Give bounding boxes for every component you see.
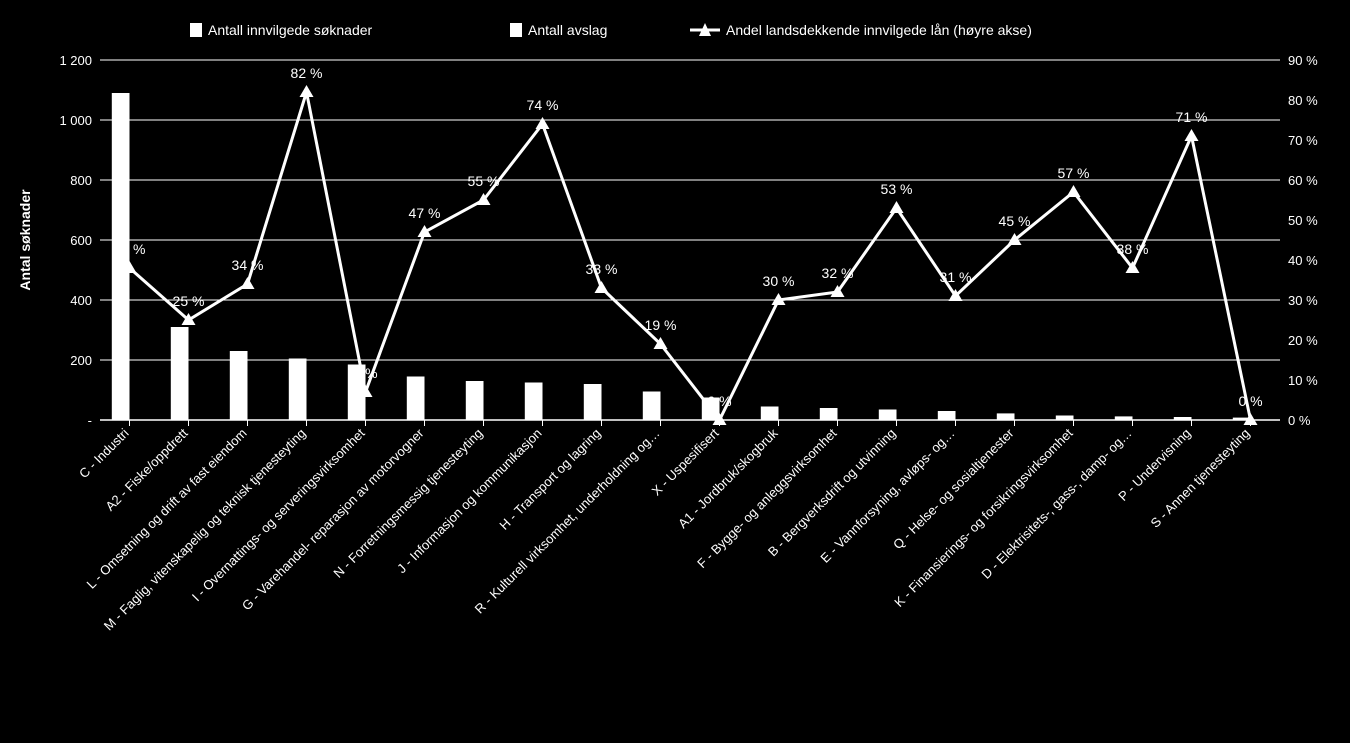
legend-label: Antall innvilgede søknader bbox=[208, 22, 373, 38]
data-label: 34 % bbox=[232, 257, 264, 273]
y-right-tick: 10 % bbox=[1288, 373, 1318, 388]
legend-label: Andel landsdekkende innvilgede lån (høyr… bbox=[726, 22, 1032, 38]
data-label: 30 % bbox=[763, 273, 795, 289]
bar-innvilgede bbox=[643, 392, 661, 421]
data-label: 82 % bbox=[291, 65, 323, 81]
y-right-tick: 0 % bbox=[1288, 413, 1311, 428]
y-right-tick: 70 % bbox=[1288, 133, 1318, 148]
y-right-tick: 80 % bbox=[1288, 93, 1318, 108]
data-label: 25 % bbox=[173, 293, 205, 309]
legend-swatch-bar1 bbox=[190, 23, 202, 37]
data-label: 55 % bbox=[468, 173, 500, 189]
data-label: 7 % bbox=[353, 365, 377, 381]
data-label: 38 % bbox=[114, 241, 146, 257]
y-right-tick: 60 % bbox=[1288, 173, 1318, 188]
bar-innvilgede bbox=[289, 359, 307, 421]
y-right-tick: 20 % bbox=[1288, 333, 1318, 348]
bar-innvilgede bbox=[879, 410, 897, 421]
data-label: 47 % bbox=[409, 205, 441, 221]
data-label: 45 % bbox=[999, 213, 1031, 229]
y-left-tick: - bbox=[88, 413, 92, 428]
data-label: 0 % bbox=[1238, 393, 1262, 409]
data-label: 33 % bbox=[586, 261, 618, 277]
legend-label: Antall avslag bbox=[528, 22, 607, 38]
y-left-tick: 1 200 bbox=[59, 53, 92, 68]
bar-innvilgede bbox=[584, 384, 602, 420]
data-label: 31 % bbox=[940, 269, 972, 285]
y-right-tick: 50 % bbox=[1288, 213, 1318, 228]
y-right-tick: 30 % bbox=[1288, 293, 1318, 308]
data-label: 74 % bbox=[527, 97, 559, 113]
data-label: 0 % bbox=[707, 393, 731, 409]
y-left-tick: 200 bbox=[70, 353, 92, 368]
bar-innvilgede bbox=[761, 407, 779, 421]
bar-innvilgede bbox=[230, 351, 248, 420]
legend-swatch-bar2 bbox=[510, 23, 522, 37]
bar-innvilgede bbox=[171, 327, 189, 420]
data-label: 32 % bbox=[822, 265, 854, 281]
data-label: 19 % bbox=[645, 317, 677, 333]
y-right-tick: 90 % bbox=[1288, 53, 1318, 68]
bar-innvilgede bbox=[820, 408, 838, 420]
bar-innvilgede bbox=[525, 383, 543, 421]
bar-innvilgede bbox=[407, 377, 425, 421]
y-left-tick: 400 bbox=[70, 293, 92, 308]
y-left-tick: 1 000 bbox=[59, 113, 92, 128]
chart-svg: - 200 400 600 800 1 000 1 200 0 % 10 % 20 % 30 % 40… bbox=[0, 0, 1350, 743]
bar-innvilgede bbox=[466, 381, 484, 420]
data-label: 57 % bbox=[1058, 165, 1090, 181]
y-left-tick: 800 bbox=[70, 173, 92, 188]
data-label: 38 % bbox=[1117, 241, 1149, 257]
bar-innvilgede bbox=[938, 411, 956, 420]
y-left-tick: 600 bbox=[70, 233, 92, 248]
data-label: 53 % bbox=[881, 181, 913, 197]
y-axis-label: Antal søknader bbox=[17, 189, 33, 291]
chart-container: - 200 400 600 800 1 000 1 200 0 % 10 % 20 % 30 % 40… bbox=[0, 0, 1350, 743]
y-right-tick: 40 % bbox=[1288, 253, 1318, 268]
data-label: 71 % bbox=[1176, 109, 1208, 125]
bar-innvilgede bbox=[997, 413, 1015, 420]
